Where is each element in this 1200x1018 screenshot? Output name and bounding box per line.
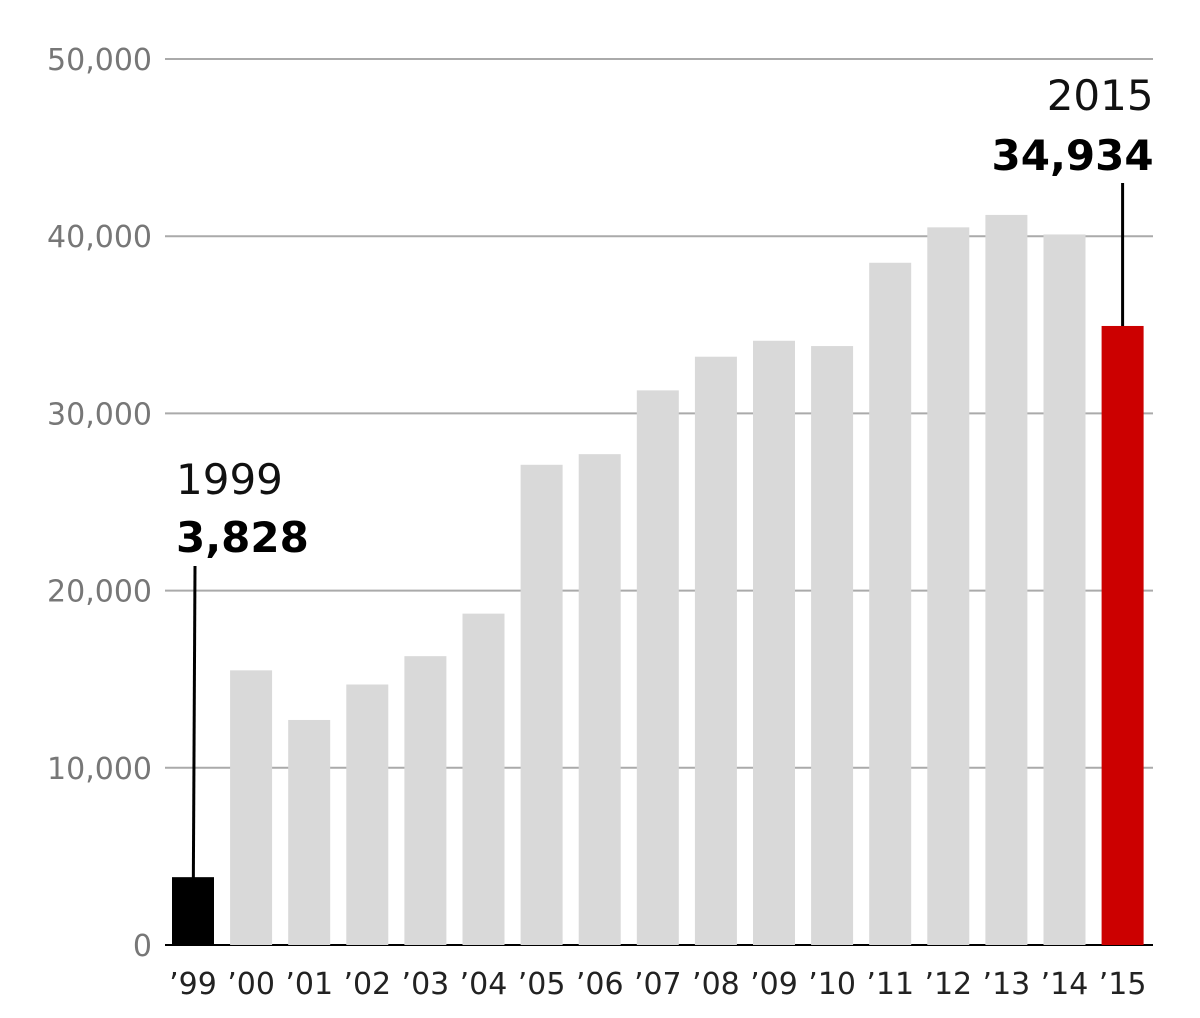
y-axis-ticks: 0 10,000 20,000 30,000 40,000 50,000 bbox=[47, 43, 152, 964]
bar bbox=[1101, 325, 1144, 946]
x-tick-label: ’03 bbox=[402, 967, 450, 1002]
annotation-year: 2015 bbox=[1047, 71, 1154, 120]
x-tick-label: ’02 bbox=[343, 967, 391, 1002]
y-tick-label: 20,000 bbox=[47, 575, 152, 610]
x-tick-label: ’04 bbox=[460, 967, 508, 1002]
bar bbox=[811, 346, 854, 946]
bar bbox=[230, 670, 273, 945]
x-tick-label: ’09 bbox=[750, 967, 798, 1002]
bar bbox=[346, 684, 389, 945]
bar bbox=[578, 454, 621, 945]
annotation-value: 3,828 bbox=[176, 513, 309, 562]
bars bbox=[172, 214, 1144, 946]
x-tick-label: ’08 bbox=[692, 967, 740, 1002]
x-axis-ticks: ’99 ’00 ’01 ’02 ’03 ’04 ’05 ’06 ’07 ’08 ’09 ’10 ’11 ’… bbox=[169, 967, 1146, 1002]
x-tick-label: ’01 bbox=[285, 967, 333, 1002]
bar bbox=[985, 214, 1028, 945]
x-tick-label: ’15 bbox=[1099, 967, 1147, 1002]
annotation-leader-line bbox=[191, 565, 197, 946]
bar bbox=[520, 464, 563, 945]
x-tick-label: ’11 bbox=[866, 967, 914, 1002]
y-tick-label: 40,000 bbox=[47, 220, 152, 255]
x-tick-label: ’10 bbox=[808, 967, 856, 1002]
x-tick-label: ’00 bbox=[227, 967, 275, 1002]
x-tick-label: ’06 bbox=[576, 967, 624, 1002]
x-tick-label: ’07 bbox=[634, 967, 682, 1002]
x-tick-label: ’14 bbox=[1041, 967, 1089, 1002]
x-tick-label: ’13 bbox=[983, 967, 1031, 1002]
annotation-value: 34,934 bbox=[992, 131, 1154, 180]
x-tick-label: ’99 bbox=[169, 967, 217, 1002]
bar bbox=[753, 340, 795, 945]
bar bbox=[404, 656, 447, 945]
x-tick-label: ’12 bbox=[924, 967, 972, 1002]
annotations: 1999 3,828 2015 34,934 bbox=[176, 71, 1154, 946]
annotation-year: 1999 bbox=[176, 455, 283, 504]
bar bbox=[636, 390, 679, 945]
bar bbox=[927, 227, 970, 946]
y-tick-label: 50,000 bbox=[47, 43, 152, 78]
x-tick-label: ’05 bbox=[518, 967, 566, 1002]
bar bbox=[288, 719, 331, 945]
bar bbox=[694, 356, 737, 945]
bar bbox=[462, 613, 505, 945]
y-tick-label: 30,000 bbox=[47, 397, 152, 432]
y-tick-label: 10,000 bbox=[47, 752, 152, 787]
bar bbox=[869, 262, 912, 945]
bar bbox=[1043, 234, 1086, 946]
y-tick-label: 0 bbox=[133, 929, 152, 964]
